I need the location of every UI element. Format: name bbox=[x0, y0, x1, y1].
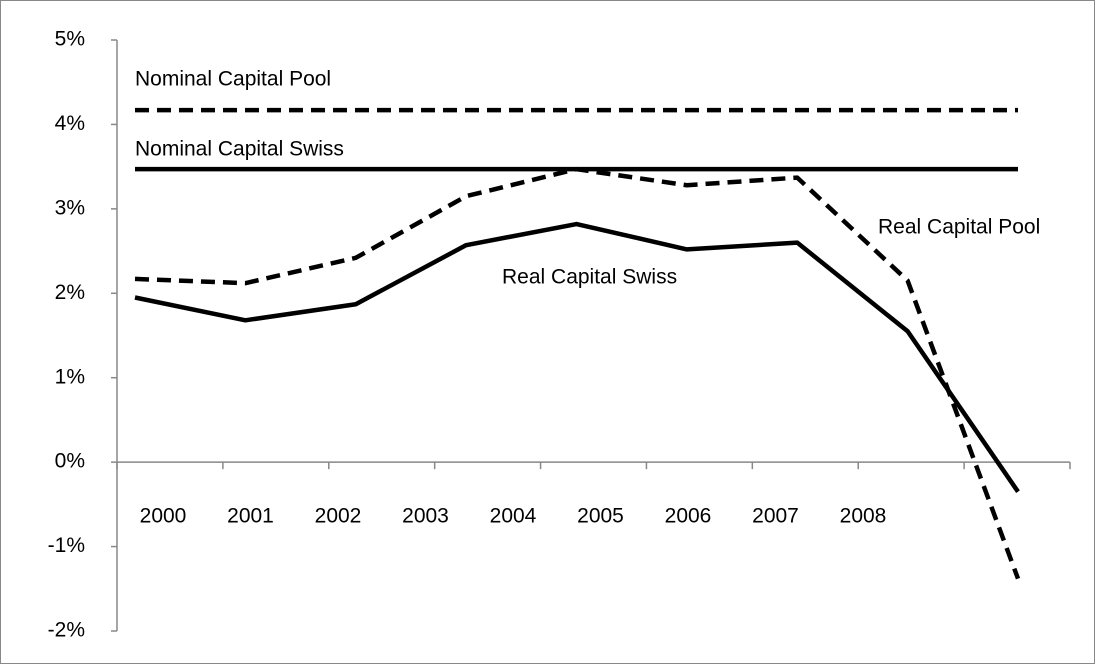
y-tick-label: 5% bbox=[55, 28, 85, 51]
y-tick-label: -2% bbox=[48, 619, 85, 642]
x-tick-label: 2004 bbox=[490, 505, 537, 528]
x-tick-label: 2007 bbox=[752, 505, 799, 528]
x-tick-label: 2000 bbox=[140, 505, 187, 528]
y-tick-label: 0% bbox=[55, 450, 85, 473]
y-tick-label: 4% bbox=[55, 112, 85, 135]
x-tick-label: 2005 bbox=[577, 505, 624, 528]
y-tick-label: 1% bbox=[55, 365, 85, 388]
x-tick-label: 2003 bbox=[402, 505, 449, 528]
x-tick-label: 2002 bbox=[315, 505, 362, 528]
series-label: Nominal Capital Pool bbox=[135, 68, 331, 91]
series-line bbox=[134, 221, 1020, 493]
y-tick-label: 2% bbox=[55, 281, 85, 304]
series-label: Real Capital Swiss bbox=[502, 266, 677, 289]
x-tick-label: 2001 bbox=[227, 505, 274, 528]
series-label: Nominal Capital Swiss bbox=[135, 138, 344, 161]
y-tick-label: 3% bbox=[55, 196, 85, 219]
series-label: Real Capital Pool bbox=[878, 216, 1040, 239]
y-tick-label: -1% bbox=[48, 534, 85, 557]
series-line bbox=[134, 166, 1021, 580]
x-tick-label: 2006 bbox=[665, 505, 712, 528]
x-tick-label: 2008 bbox=[840, 505, 887, 528]
